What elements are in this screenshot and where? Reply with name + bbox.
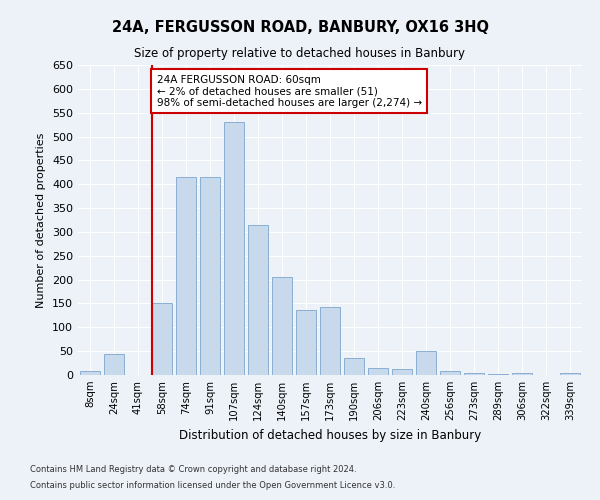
Bar bbox=[200, 176, 220, 375]
Bar bbox=[104, 354, 124, 375]
X-axis label: Distribution of detached houses by size in Banbury: Distribution of detached houses by size … bbox=[179, 428, 481, 442]
Bar bbox=[416, 351, 436, 375]
Text: Size of property relative to detached houses in Banbury: Size of property relative to detached ho… bbox=[134, 48, 466, 60]
Bar bbox=[488, 374, 508, 375]
Text: 24A, FERGUSSON ROAD, BANBURY, OX16 3HQ: 24A, FERGUSSON ROAD, BANBURY, OX16 3HQ bbox=[112, 20, 488, 35]
Bar bbox=[224, 122, 244, 375]
Bar bbox=[176, 177, 196, 375]
Bar bbox=[272, 277, 292, 375]
Bar bbox=[320, 308, 340, 375]
Bar bbox=[248, 225, 268, 375]
Bar bbox=[440, 371, 460, 375]
Bar bbox=[512, 372, 532, 375]
Text: Contains HM Land Registry data © Crown copyright and database right 2024.: Contains HM Land Registry data © Crown c… bbox=[30, 466, 356, 474]
Bar bbox=[152, 304, 172, 375]
Bar bbox=[80, 371, 100, 375]
Bar bbox=[464, 372, 484, 375]
Text: Contains public sector information licensed under the Open Government Licence v3: Contains public sector information licen… bbox=[30, 480, 395, 490]
Text: 24A FERGUSSON ROAD: 60sqm
← 2% of detached houses are smaller (51)
98% of semi-d: 24A FERGUSSON ROAD: 60sqm ← 2% of detach… bbox=[157, 74, 422, 108]
Bar bbox=[560, 372, 580, 375]
Bar bbox=[296, 310, 316, 375]
Bar bbox=[344, 358, 364, 375]
Bar bbox=[392, 369, 412, 375]
Bar bbox=[368, 368, 388, 375]
Y-axis label: Number of detached properties: Number of detached properties bbox=[37, 132, 46, 308]
